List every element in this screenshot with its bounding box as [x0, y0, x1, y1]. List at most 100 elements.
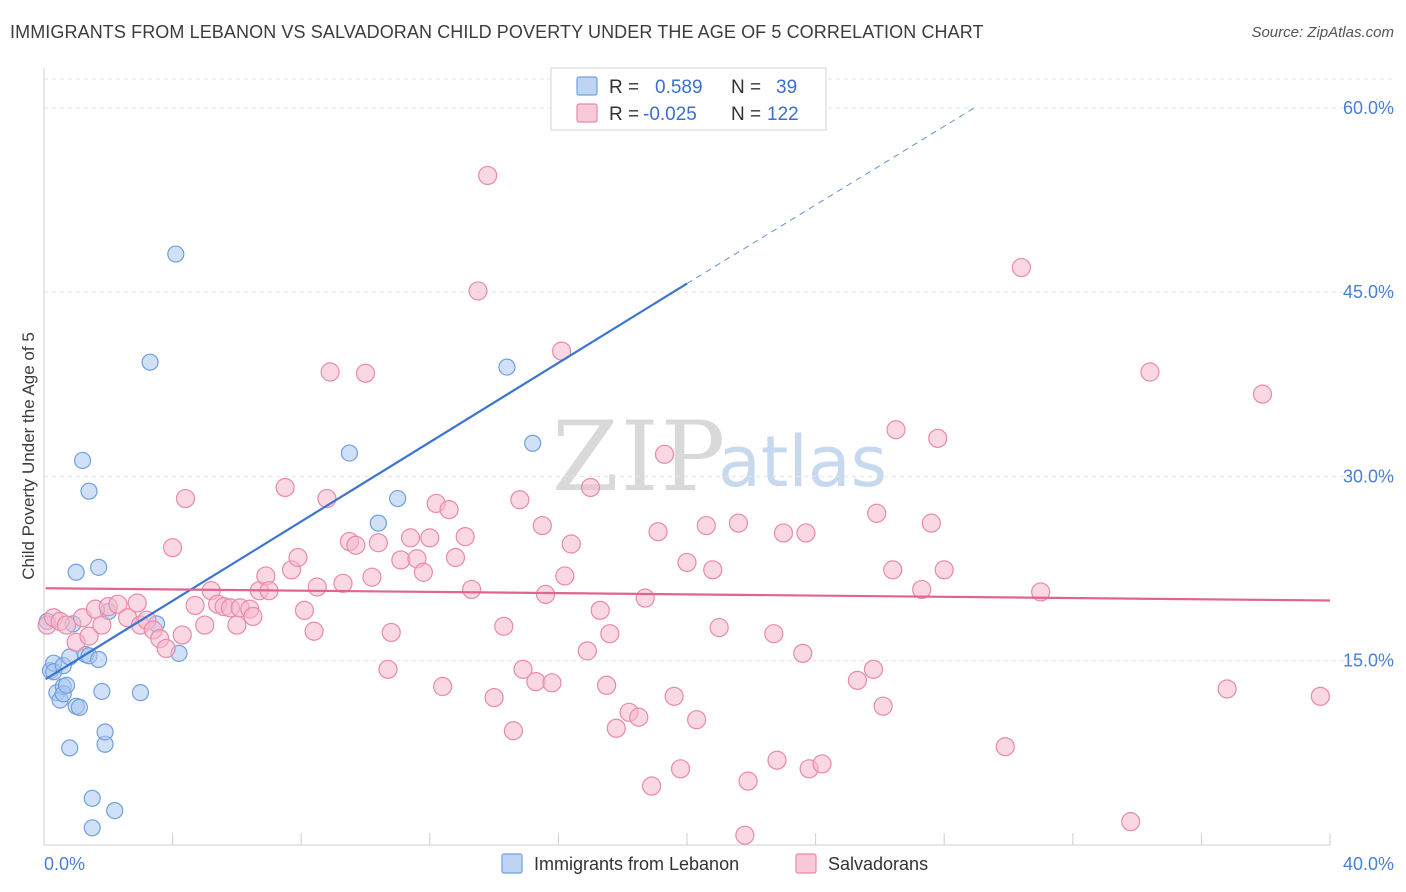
salvadoran-point-109: [886, 420, 906, 440]
salvadoran-point-105: [863, 659, 884, 679]
salvadoran-point-46: [362, 567, 382, 587]
salvadoran-point-79: [600, 624, 620, 644]
y-axis-label: Child Poverty Under the Age of 5: [19, 332, 38, 580]
source-credit: Source: ZipAtlas.com: [1251, 24, 1394, 41]
salvadoran-point-20: [175, 488, 196, 509]
salvadoran-point-85: [648, 522, 668, 542]
salvadoran-point-68: [526, 671, 546, 692]
salvadoran-point-69: [535, 584, 556, 604]
lebanon-point-13: [67, 563, 85, 581]
salvadoran-point-27: [227, 615, 247, 635]
lebanon-point-9: [57, 676, 76, 694]
lebanon-point-36: [389, 489, 407, 508]
salvadoran-point-44: [346, 535, 366, 555]
salvadoran-point-53: [413, 562, 433, 582]
salvadoran-point-8: [92, 615, 112, 635]
stats-legend: R = 0.589 N = 39 R = -0.025 N = 122: [550, 67, 827, 131]
salvadoran-point-3: [56, 615, 77, 635]
lebanon-point-32: [167, 245, 185, 263]
salvadoran-point-95: [735, 825, 755, 845]
lebanon-point-22: [90, 558, 108, 576]
salvadoran-point-99: [773, 523, 794, 543]
salvadoran-point-77: [590, 600, 610, 620]
legend-n-label-lebanon: N =: [731, 77, 761, 98]
salvadoran-point-42: [333, 573, 353, 593]
x-tick-label-max: 40.0%: [1343, 854, 1394, 874]
lebanon-point-28: [106, 801, 124, 820]
legend-swatch-salvadorans: [576, 103, 598, 123]
salvadoran-trend-line: [45, 587, 1331, 602]
legend-r-label-lebanon: R =: [609, 77, 639, 98]
salvadoran-point-37: [294, 600, 315, 620]
salvadoran-point-47: [368, 533, 388, 553]
lebanon-point-18: [80, 482, 98, 500]
salvadoran-point-119: [1217, 679, 1237, 699]
salvadoran-point-100: [793, 643, 813, 663]
legend-n-value-lebanon: 39: [776, 77, 797, 98]
lebanon-trend-line: [45, 282, 688, 681]
salvadoran-point-12: [127, 593, 147, 613]
salvadoran-point-86: [654, 444, 675, 464]
watermark-zip: ZIP: [552, 401, 727, 513]
salvadoran-point-88: [670, 759, 691, 779]
salvadoran-point-118: [1140, 362, 1160, 382]
salvadoran-point-62: [478, 165, 498, 186]
salvadoran-point-56: [433, 676, 453, 697]
salvadoran-point-94: [728, 513, 749, 533]
salvadoran-point-48: [378, 659, 398, 679]
salvadoran-point-18: [163, 538, 183, 558]
lebanon-point-35: [369, 514, 387, 532]
salvadoran-point-10: [108, 594, 128, 614]
salvadoran-point-61: [468, 281, 488, 301]
salvadoran-point-93: [709, 617, 729, 638]
salvadoran-point-41: [320, 362, 340, 382]
lebanon-point-30: [141, 353, 159, 371]
salvadoran-point-45: [355, 363, 376, 383]
legend-r-label-salvadorans: R =: [609, 104, 639, 125]
salvadoran-point-70: [532, 515, 552, 536]
salvadoran-point-63: [484, 687, 504, 708]
y-tick-label-60: 60.0%: [1343, 98, 1394, 118]
salvadoran-point-74: [561, 534, 581, 554]
salvadoran-point-66: [510, 490, 530, 510]
salvadoran-point-54: [420, 528, 440, 548]
bottom-legend-label-lebanon: Immigrants from Lebanon: [534, 854, 739, 874]
lebanon-point-26: [96, 723, 114, 741]
salvadoran-point-51: [400, 528, 421, 548]
lebanon-point-29: [131, 684, 150, 702]
series-legend: Immigrants from Lebanon Salvadorans: [501, 853, 928, 874]
legend-n-value-salvadorans: 122: [767, 104, 799, 125]
salvadoran-point-116: [1031, 582, 1051, 602]
x-ticks: [43, 833, 1331, 845]
lebanon-point-24: [93, 682, 111, 701]
salvadoran-point-36: [288, 547, 308, 568]
salvadoran-point-38: [304, 621, 324, 641]
salvadoran-point-98: [767, 750, 787, 770]
salvadoran-point-76: [580, 477, 601, 498]
legend-r-value-salvadorans: -0.025: [643, 104, 697, 125]
salvadoran-point-108: [883, 560, 903, 580]
salvadoran-point-111: [921, 513, 941, 533]
watermark-atlas: atlas: [718, 421, 887, 503]
trend-lines: [45, 106, 1331, 681]
salvadoran-point-92: [703, 560, 723, 580]
salvadoran-point-112: [928, 428, 948, 448]
salvadoran-point-21: [185, 595, 205, 616]
y-tick-label-30: 30.0%: [1343, 466, 1394, 486]
salvadoran-point-114: [995, 737, 1015, 757]
series-salvadorans-points: [37, 165, 1330, 845]
y-tick-label-45: 45.0%: [1343, 282, 1394, 302]
salvadoran-point-97: [764, 624, 784, 644]
salvadoran-point-65: [503, 721, 523, 741]
salvadoran-point-90: [687, 710, 707, 730]
salvadoran-point-58: [445, 547, 466, 568]
watermark: ZIP atlas: [552, 401, 887, 513]
salvadoran-point-106: [867, 503, 887, 523]
salvadoran-point-17: [156, 638, 176, 659]
bottom-legend-label-salvadorans: Salvadorans: [828, 854, 928, 874]
salvadoran-point-50: [391, 550, 411, 570]
lebanon-point-23: [90, 650, 108, 669]
salvadoran-point-83: [635, 588, 655, 608]
lebanon-point-21: [83, 819, 101, 837]
salvadoran-point-71: [542, 673, 562, 693]
